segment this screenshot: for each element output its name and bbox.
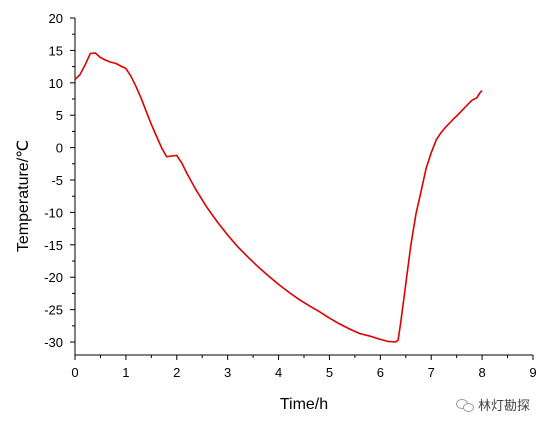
x-tick-label: 2 bbox=[173, 365, 180, 380]
y-tick-label: -20 bbox=[44, 270, 63, 285]
x-tick-label: 3 bbox=[224, 365, 231, 380]
series-layer bbox=[74, 52, 483, 343]
y-tick-label: -30 bbox=[44, 335, 63, 350]
x-tick-label: 8 bbox=[478, 365, 485, 380]
watermark-text: 林灯勘探 bbox=[477, 399, 530, 414]
y-tick-label: -25 bbox=[44, 303, 63, 318]
y-tick-label: 10 bbox=[49, 76, 63, 91]
x-tick-label: 1 bbox=[122, 365, 129, 380]
ticks: 0 1 2 3 4 5 6 7 8 9 20 15 10 5 0 -5 -10 -15 -20 -25 -30 bbox=[44, 11, 536, 380]
wechat-icon bbox=[455, 398, 474, 412]
x-tick-label: 4 bbox=[275, 365, 282, 380]
y-tick-label: 15 bbox=[49, 43, 63, 58]
series-line-0 bbox=[74, 52, 483, 343]
y-tick-label: -15 bbox=[44, 238, 63, 253]
y-tick-label: -5 bbox=[51, 173, 63, 188]
x-tick-label: 5 bbox=[326, 365, 333, 380]
x-axis-title: Time/h bbox=[280, 396, 328, 413]
watermark: 林灯勘探 bbox=[455, 395, 530, 414]
axes bbox=[74, 18, 533, 356]
x-tick-label: 6 bbox=[377, 365, 384, 380]
x-tick-label: 9 bbox=[529, 365, 536, 380]
x-tick-label: 0 bbox=[71, 365, 78, 380]
y-tick-label: 20 bbox=[49, 11, 63, 26]
y-tick-label: 0 bbox=[56, 141, 63, 156]
y-tick-label: 5 bbox=[56, 108, 63, 123]
y-tick-label: -10 bbox=[44, 205, 63, 220]
x-tick-label: 7 bbox=[428, 365, 435, 380]
y-axis-title: Temperature/℃ bbox=[15, 140, 32, 252]
